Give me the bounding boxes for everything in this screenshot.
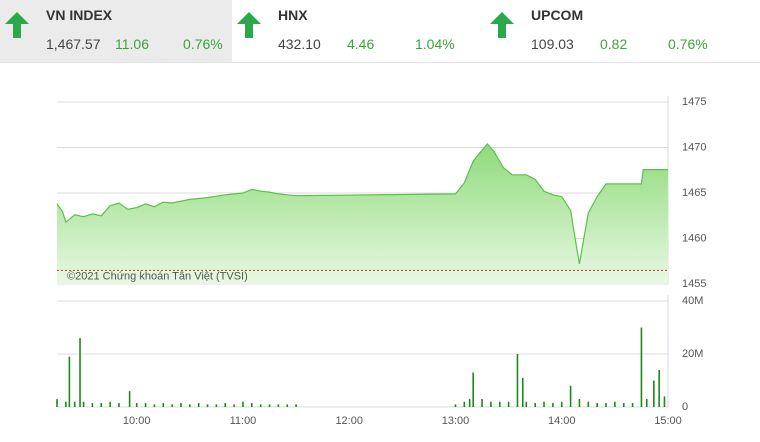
index-percent: 0.76% <box>183 36 223 52</box>
y-tick-label: 1465 <box>682 187 706 199</box>
volume-bar <box>91 403 94 407</box>
volume-bar <box>653 380 655 407</box>
y-tick-label: 1455 <box>682 278 706 290</box>
volume-bar <box>645 399 648 407</box>
volume-bar <box>242 401 244 407</box>
volume-bar <box>490 401 492 407</box>
x-tick-label: 12:00 <box>335 415 363 427</box>
volume-bar <box>206 404 209 407</box>
index-tab[interactable]: VN INDEX 1,467.57 11.06 0.76% <box>0 0 232 62</box>
volume-bar <box>118 403 120 407</box>
volume-bar <box>295 404 297 407</box>
volume-bar <box>135 403 138 407</box>
volume-bar <box>128 391 131 407</box>
volume-bar <box>162 403 165 407</box>
index-change: 0.82 <box>600 36 628 52</box>
volume-bar <box>286 404 289 407</box>
volume-bar <box>525 401 528 407</box>
volume-bar <box>251 403 253 407</box>
volume-bar <box>516 354 519 407</box>
volume-bar <box>56 399 58 407</box>
volume-bar <box>596 403 598 407</box>
volume-bar <box>543 401 545 407</box>
y-tick-label: 20M <box>682 348 703 360</box>
volume-bar <box>663 396 666 407</box>
volume-bar <box>569 385 572 407</box>
index-tabs: VN INDEX 1,467.57 11.06 0.76% HNX 432.10 4.46 1… <box>0 0 760 63</box>
volume-bar <box>468 399 471 407</box>
volume-bar <box>277 404 280 407</box>
volume-bar <box>454 404 457 407</box>
volume-bar <box>658 369 660 407</box>
volume-bar <box>259 404 262 407</box>
volume-bar <box>622 403 625 407</box>
volume-bar <box>109 401 111 407</box>
volume-bar <box>587 401 590 407</box>
volume-bar <box>498 401 501 407</box>
y-tick-label: 1475 <box>682 96 706 108</box>
price-line <box>56 142 668 265</box>
volume-bar <box>189 404 191 407</box>
index-value: 109.03 <box>531 36 574 52</box>
volume-bar <box>100 403 103 407</box>
index-name: UPCOM <box>531 7 584 23</box>
index-tab[interactable]: HNX 432.10 4.46 1.04% <box>232 0 485 62</box>
index-value: 432.10 <box>278 36 321 52</box>
up-arrow-icon <box>490 12 514 38</box>
volume-bar <box>224 403 227 407</box>
price-area <box>57 143 668 284</box>
index-name: VN INDEX <box>46 7 113 23</box>
volume-bar <box>268 404 271 407</box>
volume-bar <box>68 356 71 407</box>
volume-bar <box>640 327 643 407</box>
x-tick-label: 15:00 <box>654 415 682 427</box>
index-percent: 0.76% <box>668 36 708 52</box>
up-arrow-icon <box>237 12 261 38</box>
index-name: HNX <box>278 7 308 23</box>
index-value: 1,467.57 <box>46 36 101 52</box>
x-tick-label: 10:00 <box>123 415 151 427</box>
volume-bar <box>614 401 616 407</box>
x-tick-label: 13:00 <box>442 415 470 427</box>
volume-bar <box>215 404 218 407</box>
up-arrow-icon <box>5 12 29 38</box>
index-percent: 1.04% <box>415 36 455 52</box>
volume-bar <box>507 401 510 407</box>
y-tick-label: 1470 <box>682 141 706 153</box>
volume-bar <box>534 403 536 407</box>
volume-bar <box>65 401 67 407</box>
y-tick-label: 0 <box>682 401 688 413</box>
volume-bar <box>171 404 173 407</box>
volume-bar <box>631 403 634 407</box>
index-tab[interactable]: UPCOM 109.03 0.82 0.76% <box>485 0 738 62</box>
volume-bar <box>180 403 182 407</box>
watermark: ©2021 Chứng khoán Tân Việt (TVSI) <box>67 270 248 282</box>
x-tick-label: 11:00 <box>230 415 257 427</box>
volume-bar <box>521 377 524 407</box>
volume-bar <box>153 404 156 407</box>
x-tick-label: 14:00 <box>548 415 576 427</box>
volume-bar <box>472 372 474 407</box>
volume-bar <box>79 338 81 407</box>
volume-bar <box>197 403 200 407</box>
volume-bar <box>73 401 76 407</box>
volume-bar <box>578 399 581 407</box>
y-tick-label: 40M <box>682 295 703 307</box>
volume-bar <box>605 403 607 407</box>
y-tick-label: 1460 <box>682 232 706 244</box>
volume-bar <box>552 403 554 407</box>
volume-bar <box>481 399 483 407</box>
volume-bar <box>82 401 85 407</box>
volume-bar <box>233 404 235 407</box>
index-change: 4.46 <box>347 36 375 52</box>
volume-bar <box>144 403 147 407</box>
volume-bar <box>560 401 563 407</box>
index-change: 11.06 <box>115 36 149 52</box>
volume-bar <box>463 401 466 407</box>
